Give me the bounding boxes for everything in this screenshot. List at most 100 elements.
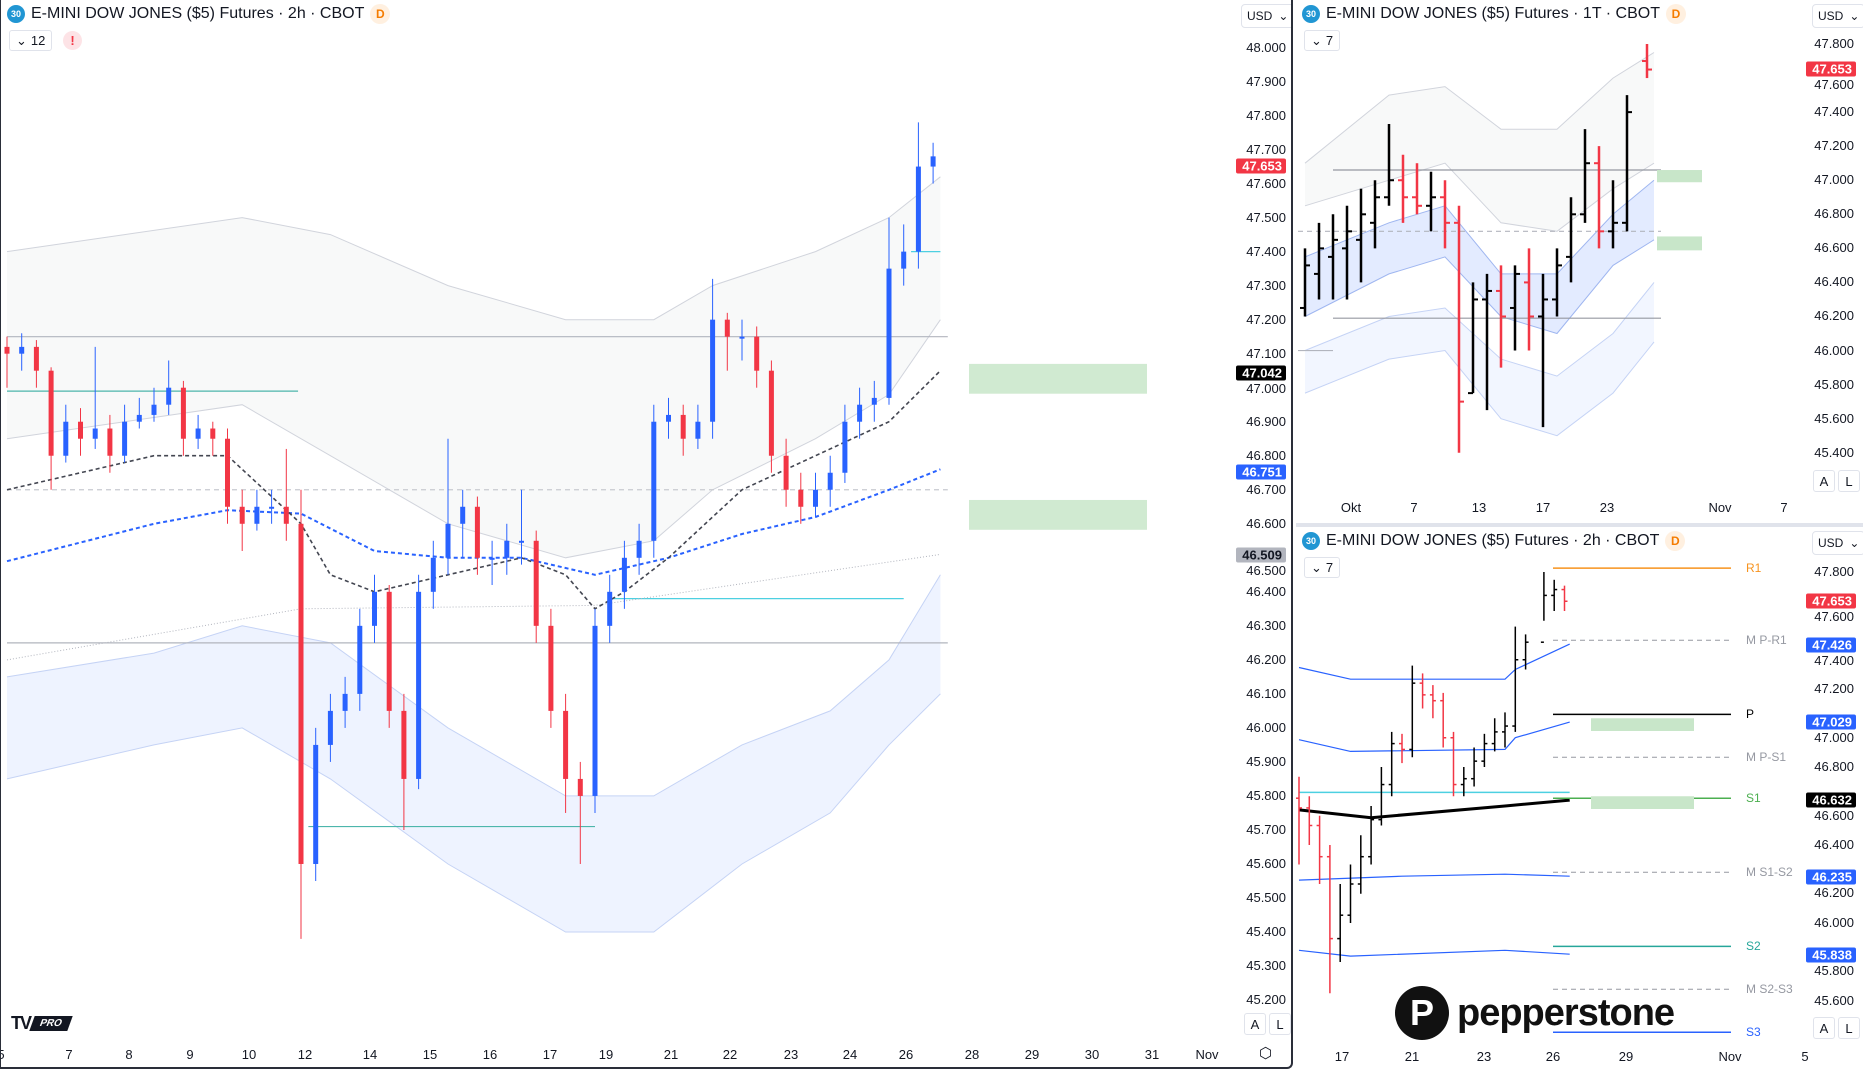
warning-icon[interactable]: ! [63,31,82,50]
auto-scale-button[interactable]: A [1244,1013,1266,1035]
auto-scale-button[interactable]: A [1813,470,1835,492]
candle-body [548,625,554,711]
upper-band-fill [7,176,941,558]
candle-body [592,625,598,796]
candle-body [651,421,657,541]
time-tick-label: 5 [1,1047,5,1062]
price-tick-label: 47.800 [1246,107,1286,123]
symbol-legend[interactable]: 30 E-MINI DOW JONES ($5) Futures · 1T · … [1302,4,1686,24]
chevron-down-icon: ⌄ [1278,9,1289,23]
time-tick-label: Nov [1195,1047,1219,1062]
data-source-badge[interactable]: D [1665,531,1686,551]
time-tick-label: Nov [1708,500,1732,515]
chart-panel-2h-pivots[interactable]: 30 E-MINI DOW JONES ($5) Futures · 2h · … [1296,527,1863,1071]
pro-badge: PRO [29,1016,73,1031]
time-tick-label: 26 [898,1047,914,1062]
candle-body [151,404,157,415]
price-tick-label: 47.100 [1246,345,1286,361]
candle-body [195,428,201,439]
data-source-badge[interactable]: D [370,4,391,24]
price-plot[interactable] [1296,527,1806,1047]
price-tick-label: 47.200 [1814,681,1854,696]
currency-select[interactable]: USD ⌄ [1812,531,1863,555]
price-tick-label: 47.600 [1814,77,1854,93]
log-scale-button[interactable]: L [1838,470,1860,492]
indicator-count: 12 [30,33,46,48]
price-tick-label: 46.800 [1246,447,1286,463]
pepperstone-logo: P pepperstone [1395,986,1675,1040]
time-tick-label: 23 [783,1047,799,1062]
price-tick-label: 45.800 [1814,962,1854,978]
price-plot[interactable] [1296,0,1806,500]
price-tick-label: 47.000 [1814,172,1854,188]
candle-body [842,421,848,473]
candle-body [239,506,245,524]
candle-body [48,370,54,456]
price-tick-label: 47.500 [1246,209,1286,225]
data-source-badge[interactable]: D [1665,4,1686,24]
chart-panel-daily[interactable]: 30 E-MINI DOW JONES ($5) Futures · 1T · … [1296,0,1863,523]
price-tick-label: 46.400 [1814,837,1854,852]
candle-body [166,387,172,405]
pivot-label: P [1746,707,1755,722]
log-scale-button[interactable]: L [1269,1013,1291,1035]
time-tick-label: 7 [1780,500,1788,515]
candle-body [357,625,363,694]
symbol-title[interactable]: E-MINI DOW JONES ($5) Futures · 1T · CBO… [1326,5,1660,22]
time-tick-label: 21 [663,1047,679,1062]
candle-body [739,336,745,339]
price-tick-label: 46.600 [1814,807,1854,823]
symbol-legend[interactable]: 30 E-MINI DOW JONES ($5) Futures · 2h · … [7,4,391,24]
price-tick-label: 46.400 [1814,274,1854,290]
chevron-down-icon: ⌄ [1311,32,1322,48]
candle-body [577,778,583,796]
price-tick-label: 45.700 [1246,821,1286,837]
price-tick-label: 46.000 [1814,342,1854,358]
symbol-title[interactable]: E-MINI DOW JONES ($5) Futures · 2h · CBO… [1326,532,1660,549]
symbol-badge: 30 [1302,532,1320,550]
pane-divider[interactable] [1296,523,1863,527]
time-tick-label: 15 [422,1047,438,1062]
price-tick-label: 47.200 [1814,138,1854,154]
price-tick-label: 46.400 [1246,583,1286,599]
time-tick-label: 12 [297,1047,313,1062]
moving-average-line [1298,798,1570,820]
candle-body [122,421,128,456]
price-tag: 47.426 [1806,637,1856,653]
price-tick-label: 46.900 [1246,413,1286,429]
symbol-legend[interactable]: 30 E-MINI DOW JONES ($5) Futures · 2h · … [1302,531,1686,551]
currency-select[interactable]: USD ⌄ [1812,4,1863,28]
candle-body [489,557,495,560]
time-tick-label: 29 [1618,1049,1634,1064]
time-tick-label: Okt [1340,500,1362,515]
candle-body [533,540,539,626]
symbol-title[interactable]: E-MINI DOW JONES ($5) Futures · 2h · CBO… [31,5,365,22]
candle-body [210,428,216,439]
auto-scale-button[interactable]: A [1813,1017,1835,1039]
currency-select[interactable]: USD ⌄ [1241,4,1291,28]
candle-body [460,506,466,524]
gear-icon[interactable]: ⬡ [1259,1045,1273,1062]
candle-body [813,489,818,507]
price-tick-label: 46.600 [1814,240,1854,256]
time-tick-label: 26 [1545,1049,1561,1064]
time-tick-label: Nov [1718,1049,1742,1064]
log-scale-button[interactable]: L [1838,1017,1860,1039]
price-tick-label: 45.600 [1814,410,1854,426]
indicators-toggle[interactable]: ⌄ 12 [9,30,53,51]
lower-band-lower [6,693,941,933]
indicators-toggle[interactable]: ⌄ 7 [1304,557,1341,578]
candle-body [768,370,774,456]
time-tick-label: 23 [1599,500,1615,515]
time-tick-label: 24 [842,1047,858,1062]
time-tick-label: 17 [1535,500,1551,515]
indicators-toggle[interactable]: ⌄ 7 [1304,30,1341,51]
price-tick-label: 45.400 [1246,924,1286,940]
price-plot[interactable] [1,0,1236,1040]
chart-panel-2h-main[interactable]: 30 E-MINI DOW JONES ($5) Futures · 2h · … [0,0,1293,1069]
price-tick-label: 45.900 [1246,753,1286,769]
candle-body [710,319,716,422]
candle-body [754,336,760,371]
candle-body [180,387,186,439]
price-tick-label: 46.000 [1246,719,1286,735]
